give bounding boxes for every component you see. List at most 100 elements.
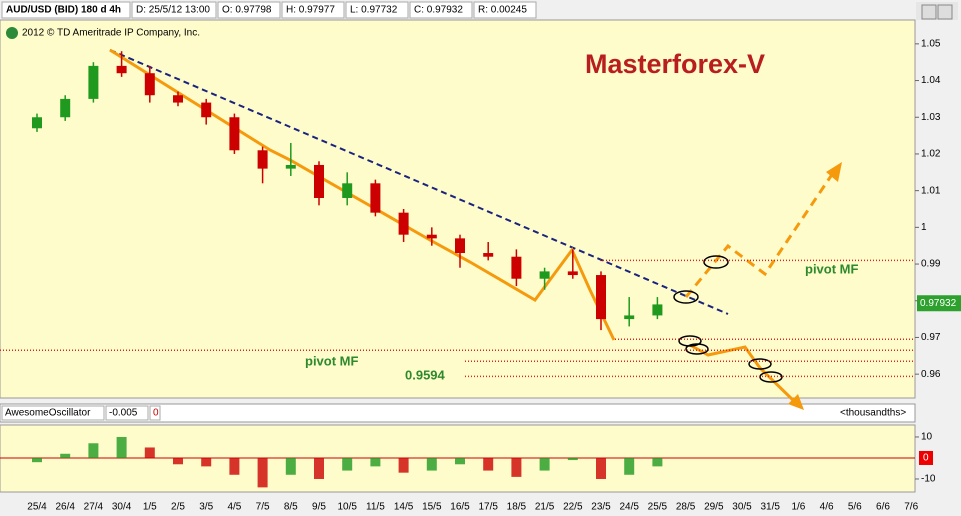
x-tick-label: 23/5 (591, 502, 611, 513)
candle-body (567, 271, 578, 276)
header-field: H: 0.97977 (286, 5, 335, 16)
maximize-button[interactable] (921, 4, 937, 20)
osc-header-field: -0.005 (109, 408, 138, 419)
wave-line (109, 48, 616, 341)
marker-circle (685, 343, 709, 355)
candle-body (511, 256, 522, 279)
x-tick-label: 16/5 (450, 502, 470, 513)
header-box (409, 1, 473, 19)
x-tick-label: 10/5 (337, 502, 357, 513)
x-tick-label: 30/4 (112, 502, 132, 513)
info-icon[interactable] (6, 27, 18, 39)
candle-body (144, 73, 155, 96)
x-tick-label: 31/5 (760, 502, 780, 513)
candle-body (370, 183, 381, 213)
x-tick-label: 15/5 (422, 502, 442, 513)
osc-bar (624, 457, 635, 475)
x-tick-label: 5/6 (848, 502, 862, 513)
oscillator-header (0, 403, 916, 423)
osc-bar (144, 447, 155, 458)
osc-header-box (105, 405, 149, 421)
y-tick-label: 1.01 (921, 185, 941, 196)
osc-bar (370, 457, 381, 467)
x-tick-label: 25/4 (27, 502, 47, 513)
x-tick-label: 21/5 (535, 502, 555, 513)
osc-bar (314, 457, 324, 479)
osc-bar (116, 436, 127, 458)
last-value-box (917, 295, 961, 312)
header-field: R: 0.00245 (478, 5, 527, 16)
x-tick-label: 26/4 (55, 502, 75, 513)
header-field: AUD/USD (BID) 180 d 4h (6, 5, 121, 16)
osc-bar (285, 457, 296, 475)
candle-body (539, 271, 550, 279)
y-tick-label: 0.96 (921, 369, 941, 380)
header-field: O: 0.97798 (222, 5, 272, 16)
candle-body (652, 304, 663, 316)
marker-circle (703, 255, 729, 269)
osc-bar (173, 457, 183, 465)
osc-header-field: AwesomeOscillator (5, 408, 91, 419)
price-pane (0, 19, 916, 399)
candle-body (455, 238, 465, 254)
candle-body (342, 183, 353, 198)
osc-bar (60, 453, 71, 458)
x-tick-label: 2/5 (171, 502, 185, 513)
watermark-title: Masterforex-V (585, 49, 765, 79)
osc-bar (201, 457, 212, 467)
candle-body (173, 95, 183, 103)
y-tick-label: 1.03 (921, 112, 941, 123)
candle-body (60, 98, 71, 118)
last-value-label: 0.97932 (920, 298, 957, 309)
osc-bar (88, 443, 99, 458)
header-box (281, 1, 345, 19)
x-tick-label: 18/5 (507, 502, 527, 513)
units-label: <thousandths> (840, 408, 906, 419)
y-tick-label: 1 (921, 222, 927, 233)
x-tick-label: 8/5 (284, 502, 298, 513)
candle-body (483, 253, 494, 257)
osc-bar (596, 457, 606, 479)
bear-scenario (689, 343, 797, 404)
candle-body (624, 315, 635, 320)
candle-body (88, 65, 99, 99)
x-tick-label: 11/5 (366, 502, 385, 513)
osc-header-field: 0 (153, 408, 159, 419)
y-tick-label: 0 (923, 453, 929, 464)
osc-bar (426, 457, 437, 471)
x-tick-label: 30/5 (732, 502, 752, 513)
osc-bar (398, 457, 409, 473)
header-box (1, 1, 131, 19)
x-tick-label: 1/6 (791, 502, 805, 513)
osc-bar (342, 457, 353, 471)
trend-line (109, 49, 729, 315)
osc-bar (257, 457, 268, 488)
osc-bar (511, 457, 522, 477)
x-tick-label: 28/5 (676, 502, 696, 513)
candle-body (596, 275, 606, 320)
close-button[interactable] (937, 4, 953, 20)
x-tick-label: 22/5 (563, 502, 583, 513)
y-tick-label: 0.97 (921, 332, 941, 343)
osc-bar (32, 457, 42, 463)
candle-body (201, 102, 212, 118)
y-tick-label: 10 (921, 432, 933, 443)
x-tick-label: 17/5 (478, 502, 498, 513)
candle-body (116, 65, 127, 74)
x-tick-label: 24/5 (619, 502, 639, 513)
x-tick-label: 29/5 (704, 502, 724, 513)
level-label: 0.9594 (405, 367, 446, 382)
osc-bar (229, 457, 240, 475)
x-tick-label: 3/5 (199, 502, 213, 513)
copyright: 2012 © TD Ameritrade IP Company, Inc. (22, 28, 200, 39)
bull-scenario (684, 169, 837, 298)
candle-body (285, 164, 296, 169)
header-box (217, 1, 281, 19)
osc-bar (567, 457, 578, 461)
candle-body (314, 164, 324, 198)
x-tick-label: 7/5 (256, 502, 270, 513)
header-box (345, 1, 409, 19)
header-field: C: 0.97932 (414, 5, 463, 16)
arrow-head (788, 394, 804, 410)
header-field: L: 0.97732 (350, 5, 398, 16)
